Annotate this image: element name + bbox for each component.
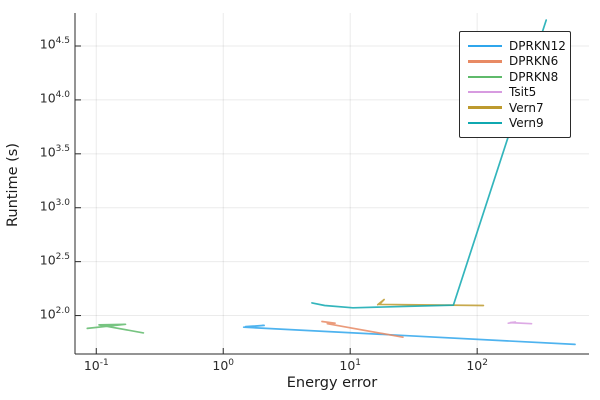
legend-item-label: Vern7 (509, 100, 544, 115)
x-tick-label: 10-1 (83, 358, 109, 374)
legend-item-DPRKN12: DPRKN12 (468, 38, 566, 53)
series-line-Tsit5 (507, 321, 533, 325)
y-tick-label: 103.5 (39, 143, 70, 160)
legend-item-Vern7: Vern7 (468, 100, 562, 115)
axes (74, 13, 589, 355)
legend-line-swatch (468, 121, 502, 125)
y-tick-label: 102.5 (39, 251, 70, 267)
legend-item-label: Tsit5 (509, 85, 537, 100)
series-line-Vern7 (376, 298, 485, 307)
legend-line-swatch (468, 60, 502, 63)
legend-item-Tsit5: Tsit5 (468, 85, 562, 100)
series-line-Vern9 (311, 19, 548, 309)
legend-line-swatch (468, 44, 502, 48)
x-tick-label: 102 (466, 358, 488, 374)
legend-line-swatch (468, 90, 502, 94)
y-tick-label: 103.0 (39, 197, 70, 214)
legend-item-label: DPRKN6 (509, 54, 559, 69)
series-line-DPRKN8 (86, 323, 145, 334)
y-tick-label: 104.5 (39, 36, 70, 52)
legend: DPRKN12 DPRKN6 DPRKN8 Tsit5 Vern7 Vern9 (459, 31, 571, 138)
series-line-DPRKN12 (242, 324, 576, 346)
legend-line-swatch (468, 106, 502, 109)
legend-item-DPRKN6: DPRKN6 (468, 54, 562, 69)
y-tick-label: 104.0 (39, 90, 70, 106)
legend-item-DPRKN8: DPRKN8 (468, 69, 562, 84)
x-tick-label: 100 (212, 358, 235, 374)
series-line-DPRKN6 (321, 320, 404, 339)
x-tick-label: 101 (339, 358, 362, 374)
x-axis-label: Energy error (286, 375, 378, 391)
legend-item-label: DPRKN8 (509, 69, 559, 84)
legend-item-Vern9: Vern9 (468, 115, 562, 130)
y-axis-label: Runtime (s) (5, 142, 21, 228)
series-lines (86, 19, 576, 346)
legend-item-label: Vern9 (509, 115, 544, 130)
legend-line-swatch (468, 75, 502, 79)
legend-item-label: DPRKN12 (509, 39, 566, 54)
y-tick-label: 102.0 (39, 305, 70, 321)
